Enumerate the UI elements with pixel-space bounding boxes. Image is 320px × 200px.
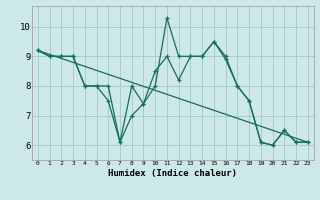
X-axis label: Humidex (Indice chaleur): Humidex (Indice chaleur) bbox=[108, 169, 237, 178]
